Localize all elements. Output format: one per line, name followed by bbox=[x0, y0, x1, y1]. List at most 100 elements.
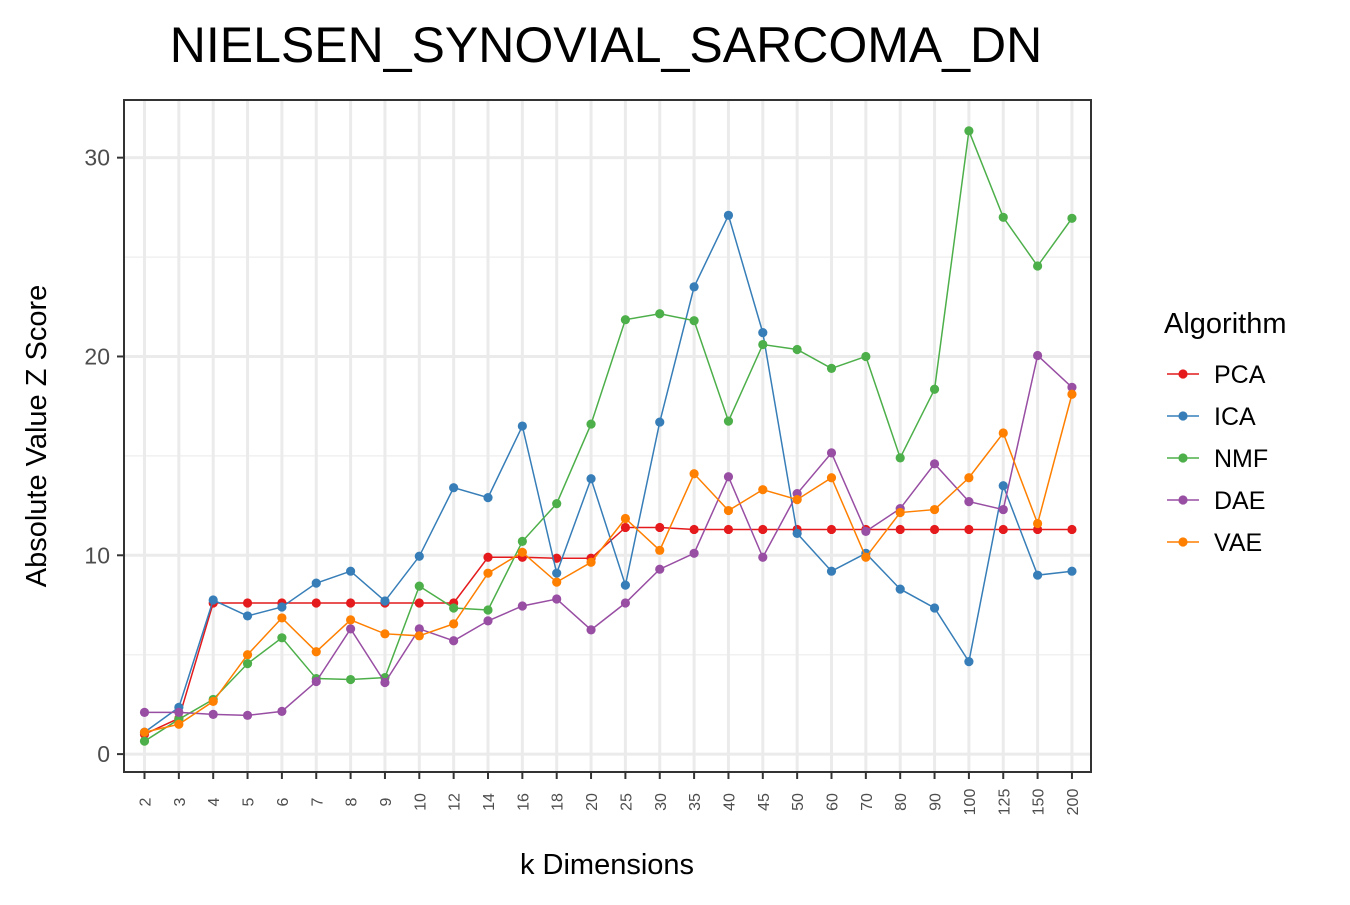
data-point-pca bbox=[826, 524, 837, 535]
data-point-dae bbox=[964, 497, 974, 507]
legend-item-nmf: NMF bbox=[1167, 445, 1268, 473]
data-point-pca bbox=[758, 524, 768, 535]
data-point-nmf bbox=[552, 498, 562, 509]
legend-label-pca: PCA bbox=[1214, 361, 1266, 389]
series-line-dae bbox=[144, 354, 1073, 717]
legend-item-ica: ICA bbox=[1167, 403, 1256, 431]
data-point-dae bbox=[380, 677, 390, 688]
x-tick-label: 16 bbox=[515, 793, 532, 811]
x-tick-label: 7 bbox=[309, 797, 326, 806]
data-point-vae bbox=[723, 505, 734, 516]
x-tick-label: 8 bbox=[344, 797, 361, 806]
x-tick-label: 40 bbox=[721, 793, 738, 811]
data-point-ica bbox=[586, 474, 596, 484]
legend-label-nmf: NMF bbox=[1214, 445, 1268, 473]
data-point-ica bbox=[620, 580, 631, 590]
data-point-ica bbox=[964, 657, 974, 667]
data-point-vae bbox=[174, 719, 184, 729]
data-point-ica bbox=[655, 417, 665, 427]
x-tick-label: 50 bbox=[790, 793, 807, 811]
series-ica bbox=[139, 210, 1077, 737]
data-point-nmf bbox=[620, 315, 631, 325]
data-point-vae bbox=[929, 504, 940, 515]
data-point-nmf bbox=[517, 536, 527, 546]
series-line-vae bbox=[144, 394, 1073, 733]
legend-label-ica: ICA bbox=[1214, 403, 1256, 431]
x-tick-label: 4 bbox=[206, 797, 223, 806]
legend-label-dae: DAE bbox=[1214, 487, 1265, 515]
x-tick-label: 30 bbox=[653, 793, 670, 811]
data-point-dae bbox=[929, 459, 940, 469]
x-axis-title: k Dimensions bbox=[520, 849, 694, 881]
data-point-vae bbox=[861, 552, 871, 562]
x-tick-label: 3 bbox=[172, 797, 189, 806]
data-point-dae bbox=[277, 706, 287, 716]
data-point-nmf bbox=[861, 351, 871, 362]
y-tick-label: 10 bbox=[84, 542, 110, 568]
legend-title: Algorithm bbox=[1164, 308, 1287, 340]
x-tick-label: 70 bbox=[859, 793, 876, 811]
data-point-dae bbox=[655, 564, 665, 574]
data-point-dae bbox=[723, 472, 734, 482]
data-point-nmf bbox=[792, 344, 802, 355]
data-point-dae bbox=[346, 624, 356, 634]
y-tick-label: 30 bbox=[84, 145, 110, 171]
data-point-nmf bbox=[346, 674, 356, 685]
data-point-vae bbox=[998, 428, 1008, 438]
y-axis-title: Absolute Value Z Score bbox=[21, 285, 53, 588]
x-tick-label: 125 bbox=[996, 789, 1013, 816]
data-point-ica bbox=[689, 282, 699, 292]
data-point-nmf bbox=[758, 339, 768, 350]
x-axis: 2 3 4 5 6 7 8 9 10 12 14 16 18 20 25 30 35 40 45 50 60 70 80 90… bbox=[138, 772, 1082, 815]
data-point-vae bbox=[311, 647, 321, 657]
series-line-nmf bbox=[144, 127, 1073, 742]
data-point-dae bbox=[826, 448, 837, 458]
legend-key-point bbox=[1178, 369, 1188, 379]
data-point-vae bbox=[792, 495, 802, 505]
data-point-vae bbox=[620, 513, 631, 524]
data-point-ica bbox=[242, 611, 253, 621]
x-tick-label: 25 bbox=[618, 793, 635, 811]
legend-item-dae: DAE bbox=[1167, 487, 1265, 515]
data-point-vae bbox=[346, 615, 356, 625]
data-point-vae bbox=[414, 631, 424, 641]
data-point-ica bbox=[552, 568, 562, 578]
data-point-ica bbox=[449, 483, 459, 493]
series-line-ica bbox=[144, 213, 1073, 733]
x-tick-label: 45 bbox=[756, 793, 773, 811]
data-point-vae bbox=[586, 557, 596, 567]
data-point-ica bbox=[1033, 570, 1043, 580]
data-point-ica bbox=[723, 210, 734, 220]
data-point-pca bbox=[723, 524, 734, 535]
data-point-nmf bbox=[1067, 213, 1077, 223]
data-point-ica bbox=[380, 596, 390, 606]
data-point-nmf bbox=[139, 736, 150, 746]
grid-major bbox=[124, 100, 1091, 772]
legend: Algorithm PCA ICA NMF DAE VAE bbox=[1164, 308, 1287, 557]
data-point-vae bbox=[208, 696, 218, 707]
data-point-nmf bbox=[449, 603, 459, 613]
x-tick-label: 80 bbox=[893, 793, 910, 811]
data-point-vae bbox=[895, 507, 905, 518]
legend-key-point bbox=[1178, 453, 1188, 463]
panel-border bbox=[123, 99, 1092, 773]
data-point-dae bbox=[242, 710, 253, 720]
data-point-vae bbox=[1067, 389, 1077, 399]
data-point-nmf bbox=[998, 212, 1008, 222]
data-point-vae bbox=[552, 577, 562, 587]
legend-key-point bbox=[1178, 495, 1188, 505]
data-point-nmf bbox=[1033, 261, 1043, 271]
data-point-dae bbox=[174, 707, 184, 717]
data-point-pca bbox=[998, 524, 1008, 535]
x-tick-label: 18 bbox=[550, 793, 567, 811]
data-point-dae bbox=[517, 601, 527, 611]
data-point-nmf bbox=[277, 633, 287, 643]
data-point-nmf bbox=[242, 659, 253, 669]
x-tick-label: 200 bbox=[1065, 789, 1082, 816]
series-layer bbox=[139, 126, 1077, 746]
data-point-vae bbox=[758, 485, 768, 495]
data-point-ica bbox=[414, 551, 424, 561]
data-point-vae bbox=[517, 547, 527, 557]
data-point-nmf bbox=[929, 384, 940, 394]
data-point-dae bbox=[758, 552, 768, 562]
